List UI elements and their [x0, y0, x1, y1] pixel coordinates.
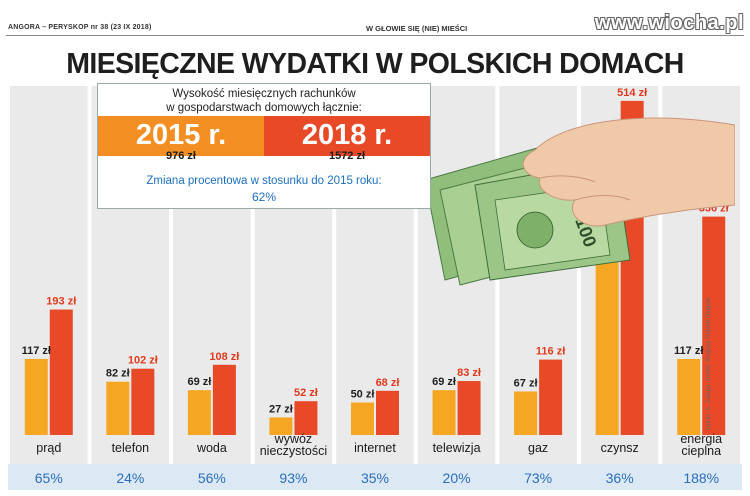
total-2015: 976 zł — [166, 150, 196, 162]
money-hand-illustration: 100 — [424, 117, 735, 286]
value-label-2018-3: 52 zł — [294, 387, 318, 399]
bar-2018-6 — [539, 359, 563, 435]
change-value: 62% — [251, 190, 277, 204]
summary-heading: Wysokość miesięcznych rachunków w gospod… — [98, 87, 430, 115]
category-label-2: woda — [196, 441, 227, 455]
bar-2018-8 — [702, 216, 726, 435]
value-label-2018-2: 108 zł — [209, 351, 239, 363]
bar-2015-1 — [106, 381, 130, 435]
change-label: Zmiana procentowa w stosunku do 2015 rok… — [146, 175, 382, 187]
year-2015-label: 2015 r. — [98, 116, 264, 156]
bar-2015-2 — [187, 390, 211, 435]
bar-2018-4 — [376, 390, 399, 435]
percent-strip — [8, 464, 742, 490]
category-label-8: cieplna — [681, 444, 721, 458]
bar-2018-2 — [212, 364, 236, 435]
chart-title: MIESIĘCZNE WYDATKI W POLSKICH DOMACH — [66, 48, 684, 80]
value-label-2018-0: 193 zł — [46, 296, 76, 308]
category-label-4: internet — [354, 441, 396, 455]
value-label-2015-6: 67 zł — [514, 377, 538, 389]
bar-2015-3 — [269, 417, 293, 435]
bar-2015-6 — [514, 391, 538, 435]
value-label-2018-7: 514 zł — [617, 87, 647, 99]
value-label-2018-5: 83 zł — [457, 367, 481, 379]
summary-heading-line2: w gospodarstwach domowych łącznie: — [166, 102, 362, 114]
percent-change-5: 20% — [443, 470, 471, 486]
percent-change-6: 73% — [524, 470, 552, 486]
value-label-2015-4: 50 zł — [351, 389, 375, 401]
category-label-1: telefon — [112, 441, 150, 455]
percent-change-0: 65% — [35, 470, 63, 486]
value-label-2015-2: 69 zł — [187, 376, 211, 388]
category-label-8: energia — [680, 432, 722, 446]
value-label-2018-4: 68 zł — [376, 377, 400, 389]
percent-change-4: 35% — [361, 470, 389, 486]
summary-heading-line1: Wysokość miesięcznych rachunków — [172, 88, 356, 100]
value-label-2015-1: 82 zł — [106, 368, 130, 380]
bar-2018-0 — [49, 309, 73, 435]
percent-change-2: 56% — [198, 470, 226, 486]
percent-change-8: 188% — [683, 470, 719, 486]
bar-2015-0 — [24, 358, 48, 435]
bar-2018-3 — [294, 401, 318, 435]
bar-2018-5 — [457, 381, 481, 435]
source-note: Oprac. K. Zalega, źródło: Krajowy Rejest… — [706, 297, 712, 430]
bar-2018-1 — [131, 368, 155, 435]
category-label-0: prąd — [36, 441, 61, 455]
category-label-5: telewizja — [433, 441, 481, 455]
percent-change-3: 93% — [279, 470, 307, 486]
category-label-3: wywóz — [274, 432, 313, 446]
section-label: W GŁOWIE SIĘ (NIE) MIEŚCI — [366, 24, 468, 33]
category-label-3: nieczystości — [260, 444, 327, 458]
value-label-2015-0: 117 zł — [22, 345, 51, 357]
percent-change-1: 24% — [116, 470, 144, 486]
bar-2015-5 — [432, 390, 456, 435]
year-2018-label: 2018 r. — [264, 116, 430, 156]
value-label-2018-1: 102 zł — [128, 355, 158, 367]
category-label-6: gaz — [528, 441, 548, 455]
value-label-2015-3: 27 zł — [269, 403, 293, 415]
publication-line: ANGORA – PERYSKOP nr 38 (23 IX 2018) — [8, 24, 152, 31]
total-2018: 1572 zł — [328, 150, 366, 162]
bar-2015-8 — [677, 358, 701, 435]
watermark: www.wiocha.pl — [594, 12, 744, 34]
value-label-2018-6: 116 zł — [536, 346, 565, 358]
percent-change-7: 36% — [606, 470, 634, 486]
value-label-2015-8: 117 zł — [674, 345, 703, 357]
category-label-7: czynsz — [601, 441, 639, 455]
value-label-2015-5: 69 zł — [432, 376, 456, 388]
category-panel — [10, 86, 88, 464]
header-divider — [6, 35, 744, 36]
bar-2015-4 — [351, 402, 374, 435]
hand-icon — [522, 117, 735, 227]
summary-box: Wysokość miesięcznych rachunków w gospod… — [97, 83, 431, 209]
